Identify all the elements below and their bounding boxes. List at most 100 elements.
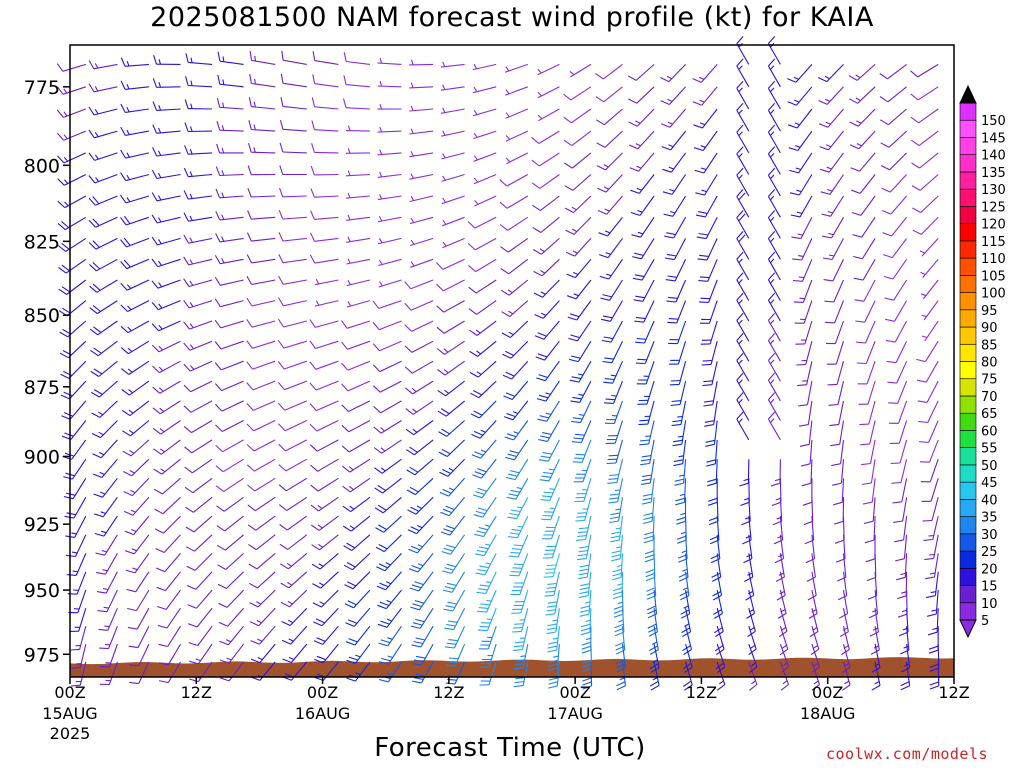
barb-shaft bbox=[314, 279, 339, 286]
barb-flag bbox=[822, 235, 832, 239]
barb-flag bbox=[478, 526, 488, 531]
barb-half-flag bbox=[254, 78, 256, 85]
barb-half-flag bbox=[545, 392, 551, 395]
barb-flag bbox=[309, 319, 316, 328]
barb-flag bbox=[647, 623, 657, 629]
barb-half-flag bbox=[126, 60, 130, 67]
barb-shaft bbox=[635, 63, 655, 81]
barb-flag bbox=[859, 423, 869, 426]
barb-half-flag bbox=[104, 625, 110, 628]
barb-flag bbox=[278, 464, 287, 472]
barb-flag bbox=[806, 576, 816, 582]
barb-half-flag bbox=[677, 435, 684, 438]
barb-shaft bbox=[129, 400, 150, 417]
barb-shaft bbox=[605, 152, 623, 171]
barb-flag bbox=[411, 584, 422, 589]
barb-shaft bbox=[842, 643, 851, 668]
barb-shaft bbox=[474, 237, 497, 251]
barb-flag bbox=[215, 211, 221, 221]
barb-flag bbox=[616, 667, 626, 673]
barb-shaft bbox=[314, 60, 339, 65]
barb-flag bbox=[616, 685, 626, 691]
barb-shaft bbox=[800, 217, 813, 239]
barb-flag bbox=[605, 398, 616, 401]
barb-shaft bbox=[472, 86, 497, 94]
barb-flag bbox=[771, 501, 782, 507]
barb-flag bbox=[571, 376, 582, 380]
barb-flag bbox=[127, 626, 138, 630]
barb-half-flag bbox=[738, 279, 743, 284]
barb-shaft bbox=[347, 360, 371, 371]
barb-shaft bbox=[453, 625, 466, 649]
barb-half-flag bbox=[572, 250, 578, 254]
barb-shaft bbox=[287, 534, 308, 550]
barb-flag bbox=[650, 667, 660, 673]
barb-flag bbox=[446, 582, 457, 586]
barb-half-flag bbox=[347, 125, 351, 131]
barb-flag bbox=[410, 545, 421, 551]
barb-shaft bbox=[767, 360, 781, 382]
barb-flag bbox=[649, 649, 659, 655]
barb-shaft bbox=[166, 607, 181, 629]
barb-half-flag bbox=[615, 527, 622, 530]
barb-flag bbox=[704, 400, 714, 403]
barb-flag bbox=[855, 320, 865, 323]
barb-shaft bbox=[606, 195, 623, 215]
barb-shaft bbox=[809, 439, 813, 464]
barb-flag bbox=[834, 539, 845, 544]
x-axis-label: Forecast Time (UTC) bbox=[374, 733, 646, 763]
barb-half-flag bbox=[795, 145, 801, 148]
barb-flag bbox=[513, 563, 524, 566]
barb-flag bbox=[512, 649, 523, 652]
barb-shaft bbox=[779, 516, 784, 541]
barb-shaft bbox=[839, 420, 845, 445]
barb-half-flag bbox=[253, 124, 256, 130]
barb-flag bbox=[676, 516, 686, 521]
barb-flag bbox=[736, 292, 744, 301]
barb-shaft bbox=[712, 380, 718, 405]
barb-flag bbox=[59, 331, 69, 338]
barb-shaft bbox=[906, 644, 911, 668]
barb-shaft bbox=[918, 108, 939, 124]
barb-flag bbox=[129, 681, 139, 685]
barb-half-flag bbox=[505, 89, 510, 95]
barb-half-flag bbox=[666, 75, 672, 80]
credit-text[interactable]: coolwx.com/models bbox=[826, 745, 989, 763]
colorbar-label: 55 bbox=[981, 442, 998, 457]
barb-flag bbox=[511, 548, 522, 551]
barb-flag bbox=[90, 349, 99, 357]
barb-flag bbox=[510, 551, 520, 554]
barb-flag bbox=[312, 583, 322, 589]
barb-half-flag bbox=[517, 525, 523, 528]
barb-flag bbox=[861, 462, 871, 466]
barb-half-flag bbox=[701, 189, 707, 193]
barb-shaft bbox=[736, 238, 750, 260]
barb-half-flag bbox=[603, 164, 609, 168]
colorbar-label: 15 bbox=[981, 580, 998, 595]
barb-shaft bbox=[556, 644, 560, 669]
barb-half-flag bbox=[749, 627, 755, 631]
barb-flag bbox=[152, 101, 158, 111]
barb-flag bbox=[183, 342, 191, 351]
barb-half-flag bbox=[537, 91, 542, 97]
barb-flag bbox=[61, 286, 71, 293]
barb-shaft bbox=[926, 380, 939, 403]
barb-half-flag bbox=[190, 103, 193, 109]
barb-flag bbox=[247, 210, 252, 220]
barb-shaft bbox=[352, 552, 371, 571]
barb-shaft bbox=[286, 477, 308, 492]
barb-shaft bbox=[381, 439, 402, 454]
barb-half-flag bbox=[812, 644, 819, 649]
barb-shaft bbox=[829, 174, 844, 195]
barb-half-flag bbox=[738, 418, 743, 423]
barb-shaft bbox=[126, 279, 150, 291]
barb-shaft bbox=[227, 607, 245, 627]
barb-half-flag bbox=[616, 546, 622, 549]
barb-flag bbox=[910, 139, 920, 147]
barb-flag bbox=[648, 631, 658, 637]
barb-flag bbox=[640, 462, 650, 466]
barb-shaft bbox=[315, 360, 339, 370]
barb-shaft bbox=[678, 361, 687, 385]
barb-flag bbox=[925, 595, 936, 599]
barb-half-flag bbox=[385, 562, 391, 566]
